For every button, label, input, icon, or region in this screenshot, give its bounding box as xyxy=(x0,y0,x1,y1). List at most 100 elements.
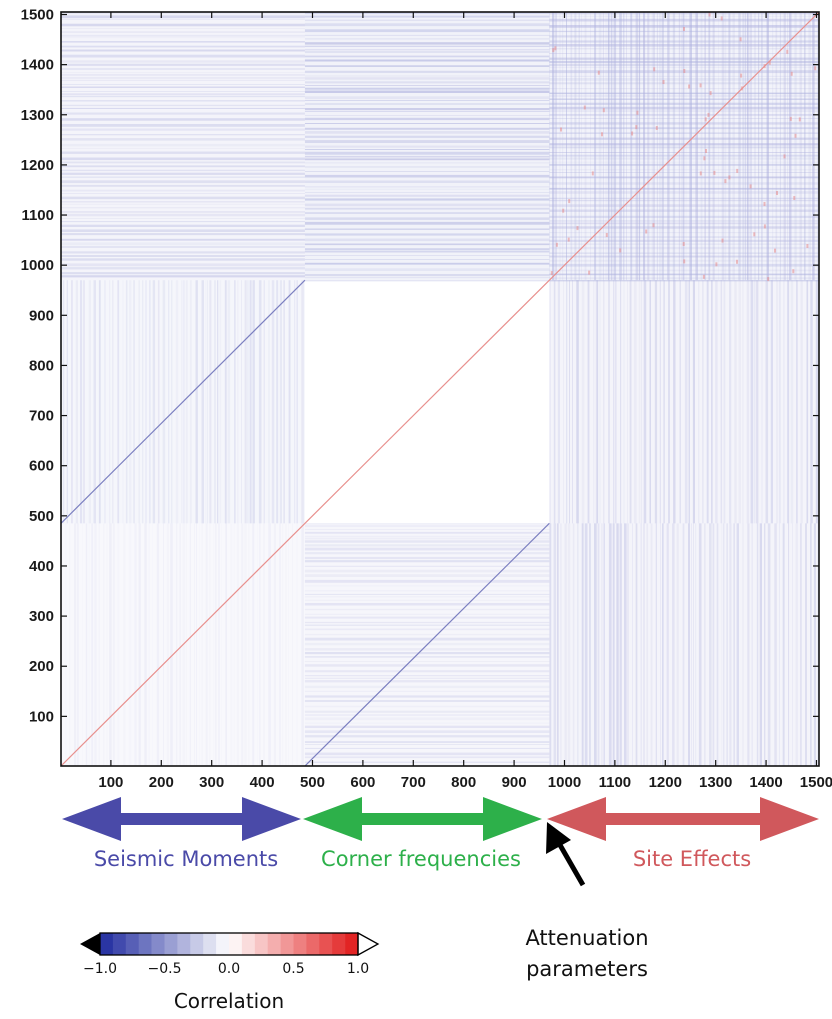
block-stripe xyxy=(549,222,819,225)
block-stripe xyxy=(304,730,550,733)
block-stripe xyxy=(726,523,728,766)
block-stripe xyxy=(759,523,762,766)
block-stripe xyxy=(721,523,723,766)
block-stripe xyxy=(304,621,550,624)
block-stripe xyxy=(304,685,550,689)
block-stripe xyxy=(268,280,270,524)
block-stripe xyxy=(549,95,819,97)
block-stripe xyxy=(248,523,250,766)
colorbar-cell xyxy=(203,933,217,955)
block-stripe xyxy=(61,49,305,52)
block-stripe xyxy=(61,203,305,205)
block-stripe xyxy=(767,523,771,766)
block-stripe xyxy=(61,143,305,147)
block-stripe xyxy=(704,12,706,281)
block-stripe xyxy=(304,280,550,282)
y-tick-label: 1000 xyxy=(21,257,54,274)
block-stripe xyxy=(91,523,94,766)
block-stripe xyxy=(756,523,759,766)
block-stripe xyxy=(549,246,819,250)
block-stripe xyxy=(549,172,819,173)
block-stripe xyxy=(549,169,819,171)
block-positive-speck xyxy=(683,69,686,73)
block-stripe xyxy=(61,176,305,178)
block-stripe xyxy=(729,280,732,524)
block-stripe xyxy=(650,523,653,766)
block-stripe xyxy=(692,280,695,524)
block-stripe xyxy=(61,54,305,58)
block-stripe xyxy=(252,523,255,766)
parameter-groups: Seismic Moments Corner frequencies Site … xyxy=(62,797,819,871)
block-stripe xyxy=(186,523,187,766)
block-stripe xyxy=(304,652,550,655)
block-stripe xyxy=(635,523,638,766)
block-stripe xyxy=(304,85,550,86)
block-stripe xyxy=(779,523,780,766)
block-stripe xyxy=(304,251,550,253)
block-stripe xyxy=(69,523,71,766)
block-stripe xyxy=(271,280,275,524)
block-positive-speck xyxy=(562,208,565,213)
block-stripe xyxy=(236,523,239,766)
block-positive-speck xyxy=(576,226,579,231)
block-stripe xyxy=(304,544,550,547)
block-stripe xyxy=(61,104,305,107)
block-stripe xyxy=(301,523,304,766)
block-stripe xyxy=(723,523,725,766)
block-stripe xyxy=(221,523,222,766)
y-tick-label: 1200 xyxy=(21,157,54,174)
y-tick-label: 1400 xyxy=(21,57,54,74)
block-stripe xyxy=(61,138,305,141)
block-stripe xyxy=(61,272,305,275)
block-stripe xyxy=(104,280,106,524)
block-stripe xyxy=(643,523,645,766)
block-stripe xyxy=(209,280,212,524)
colorbar-cell xyxy=(177,933,191,955)
block-stripe xyxy=(88,280,91,524)
block-stripe xyxy=(750,280,754,524)
block-stripe xyxy=(279,523,281,766)
block-stripe xyxy=(207,280,208,524)
block-stripe xyxy=(304,603,550,606)
block-stripe xyxy=(738,12,741,281)
x-tick-label: 500 xyxy=(300,774,325,791)
block-stripe xyxy=(304,151,550,155)
block-stripe xyxy=(304,75,550,77)
block-stripe xyxy=(660,523,661,766)
block-positive-speck xyxy=(699,83,702,88)
site-effects-group: Site Effects xyxy=(547,797,819,871)
block-positive-speck xyxy=(703,156,706,161)
block-stripe xyxy=(205,280,207,524)
block-stripe xyxy=(792,523,793,766)
block-stripe xyxy=(549,75,819,77)
block-stripe xyxy=(304,81,550,84)
block-stripe xyxy=(557,280,560,524)
block-stripe xyxy=(764,523,766,766)
block-stripe xyxy=(549,122,819,125)
x-tick-label: 900 xyxy=(502,774,527,791)
block-stripe xyxy=(790,280,794,524)
block-stripe xyxy=(304,523,550,525)
block-stripe xyxy=(718,12,719,281)
block-stripe xyxy=(244,523,247,766)
x-tick-label: 1100 xyxy=(599,774,632,791)
block-stripe xyxy=(610,12,613,281)
block-stripe xyxy=(732,12,735,281)
block-positive-speck xyxy=(554,46,557,51)
colorbar-cell xyxy=(229,933,243,955)
block-stripe xyxy=(651,12,653,281)
block-stripe xyxy=(663,280,665,524)
seismic-moments-label: Seismic Moments xyxy=(94,847,278,871)
block-stripe xyxy=(128,280,132,524)
block-stripe xyxy=(549,232,819,234)
attenuation-label-line1: Attenuation xyxy=(525,926,648,950)
block-stripe xyxy=(549,523,552,766)
block-stripe xyxy=(681,12,682,281)
block-stripe xyxy=(304,49,550,51)
block-stripe xyxy=(594,280,596,524)
corner-frequencies-double-arrow xyxy=(303,797,542,841)
block-stripe xyxy=(619,523,622,766)
block-positive-speck xyxy=(699,171,702,176)
block-stripe xyxy=(549,30,819,33)
block-stripe xyxy=(304,55,550,58)
